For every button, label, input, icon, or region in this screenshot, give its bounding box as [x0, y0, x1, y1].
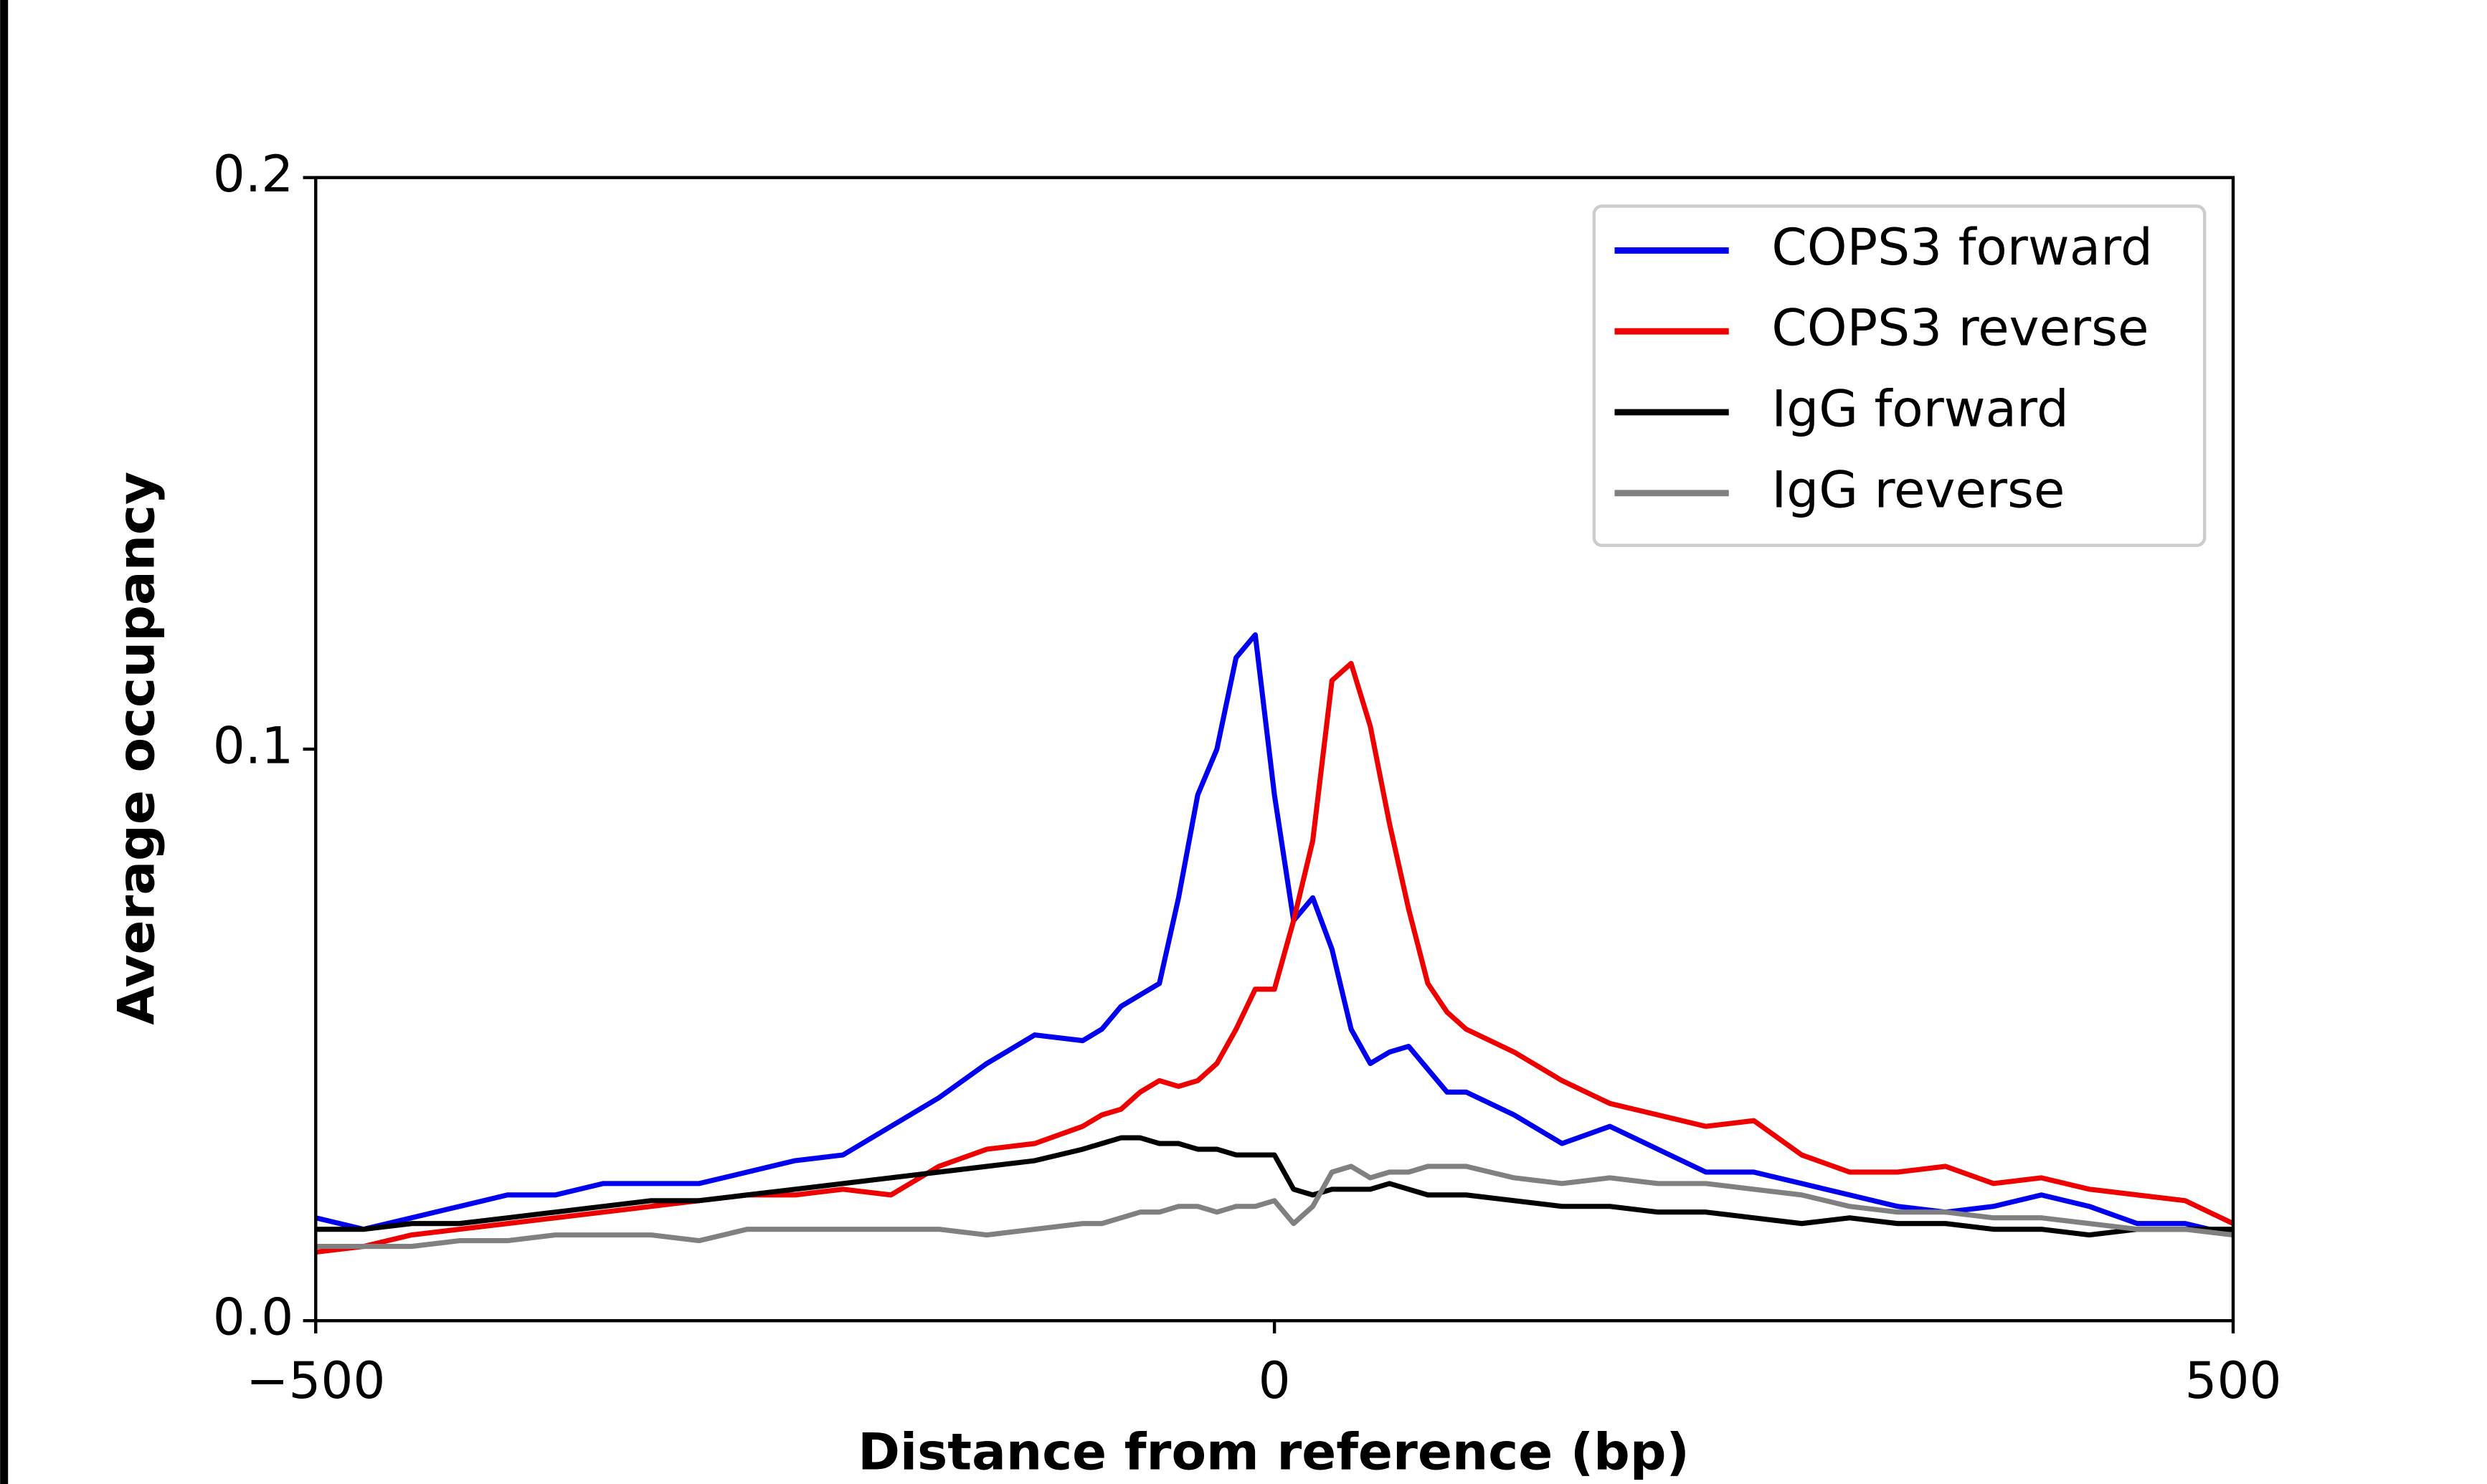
- y-tick-label: 0.1: [213, 715, 294, 775]
- left-border: [0, 0, 9, 1484]
- data-line: [316, 1164, 2234, 1250]
- legend-label: COPS3 forward: [1771, 217, 2152, 277]
- legend-label: COPS3 reverse: [1771, 298, 2149, 358]
- y-tick-label: 0.2: [213, 144, 294, 204]
- y-axis-label: Average occupancy: [106, 472, 166, 1025]
- x-tick-label: −500: [246, 1351, 385, 1410]
- legend-label: IgG reverse: [1771, 460, 2065, 519]
- plot-frame: [314, 176, 2235, 1323]
- legend-box: [1592, 204, 2207, 547]
- data-line: [316, 1135, 2234, 1238]
- x-tick-label: 0: [1259, 1351, 1291, 1410]
- x-axis-label: Distance from reference (bp): [858, 1422, 1690, 1482]
- legend-label: IgG forward: [1771, 379, 2068, 439]
- x-tick-label: 500: [2184, 1351, 2281, 1410]
- data-line: [315, 632, 2234, 1238]
- y-tick-label: 0.0: [213, 1288, 294, 1347]
